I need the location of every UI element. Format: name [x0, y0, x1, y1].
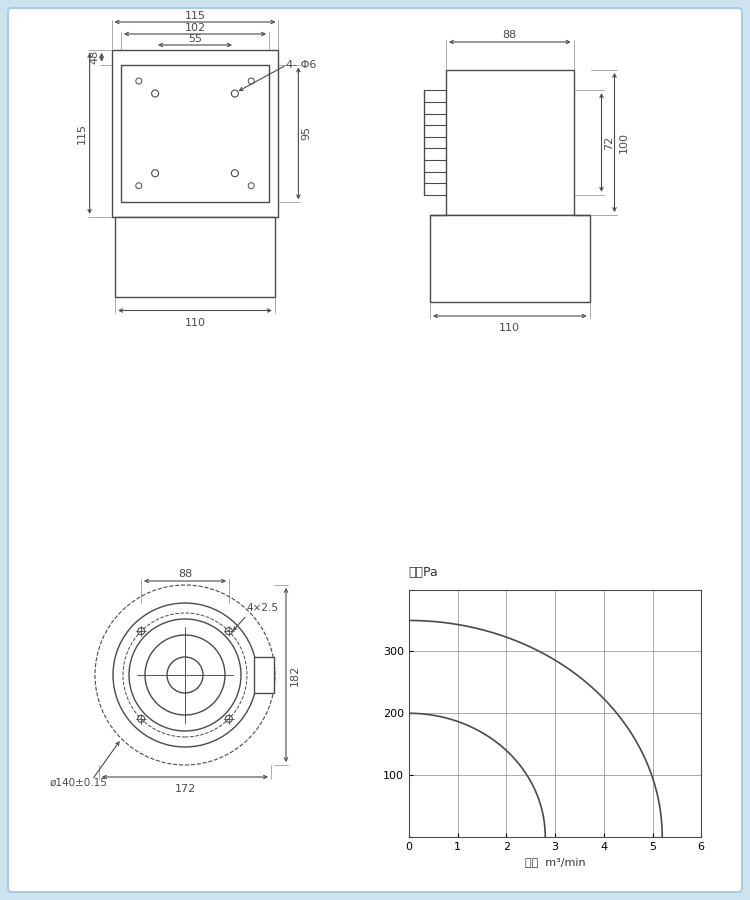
X-axis label: 风量  m³/min: 风量 m³/min — [525, 858, 585, 868]
Text: 88: 88 — [178, 569, 192, 579]
Bar — [112, 50, 278, 217]
Bar — [254, 657, 274, 693]
Text: 55: 55 — [188, 34, 202, 44]
Text: 182: 182 — [290, 664, 300, 686]
Bar — [446, 70, 574, 215]
Text: 4- Φ6: 4- Φ6 — [286, 60, 316, 70]
Text: 72: 72 — [604, 135, 614, 149]
Text: 48: 48 — [90, 50, 100, 65]
Text: 4×2.5: 4×2.5 — [247, 603, 279, 613]
Text: 115: 115 — [76, 123, 86, 144]
Text: 100: 100 — [619, 132, 628, 153]
Text: 95: 95 — [302, 126, 311, 140]
Text: 静压Pa: 静压Pa — [409, 566, 439, 580]
Bar — [121, 65, 269, 202]
Text: 102: 102 — [184, 23, 206, 33]
Bar — [116, 217, 274, 296]
Text: 115: 115 — [184, 11, 206, 21]
Text: 88: 88 — [503, 30, 517, 40]
Text: 172: 172 — [174, 784, 196, 794]
Text: 110: 110 — [184, 318, 206, 328]
Text: ø140±0.15: ø140±0.15 — [50, 778, 108, 788]
Text: 110: 110 — [500, 323, 520, 333]
Bar — [430, 215, 590, 302]
FancyBboxPatch shape — [8, 8, 742, 892]
